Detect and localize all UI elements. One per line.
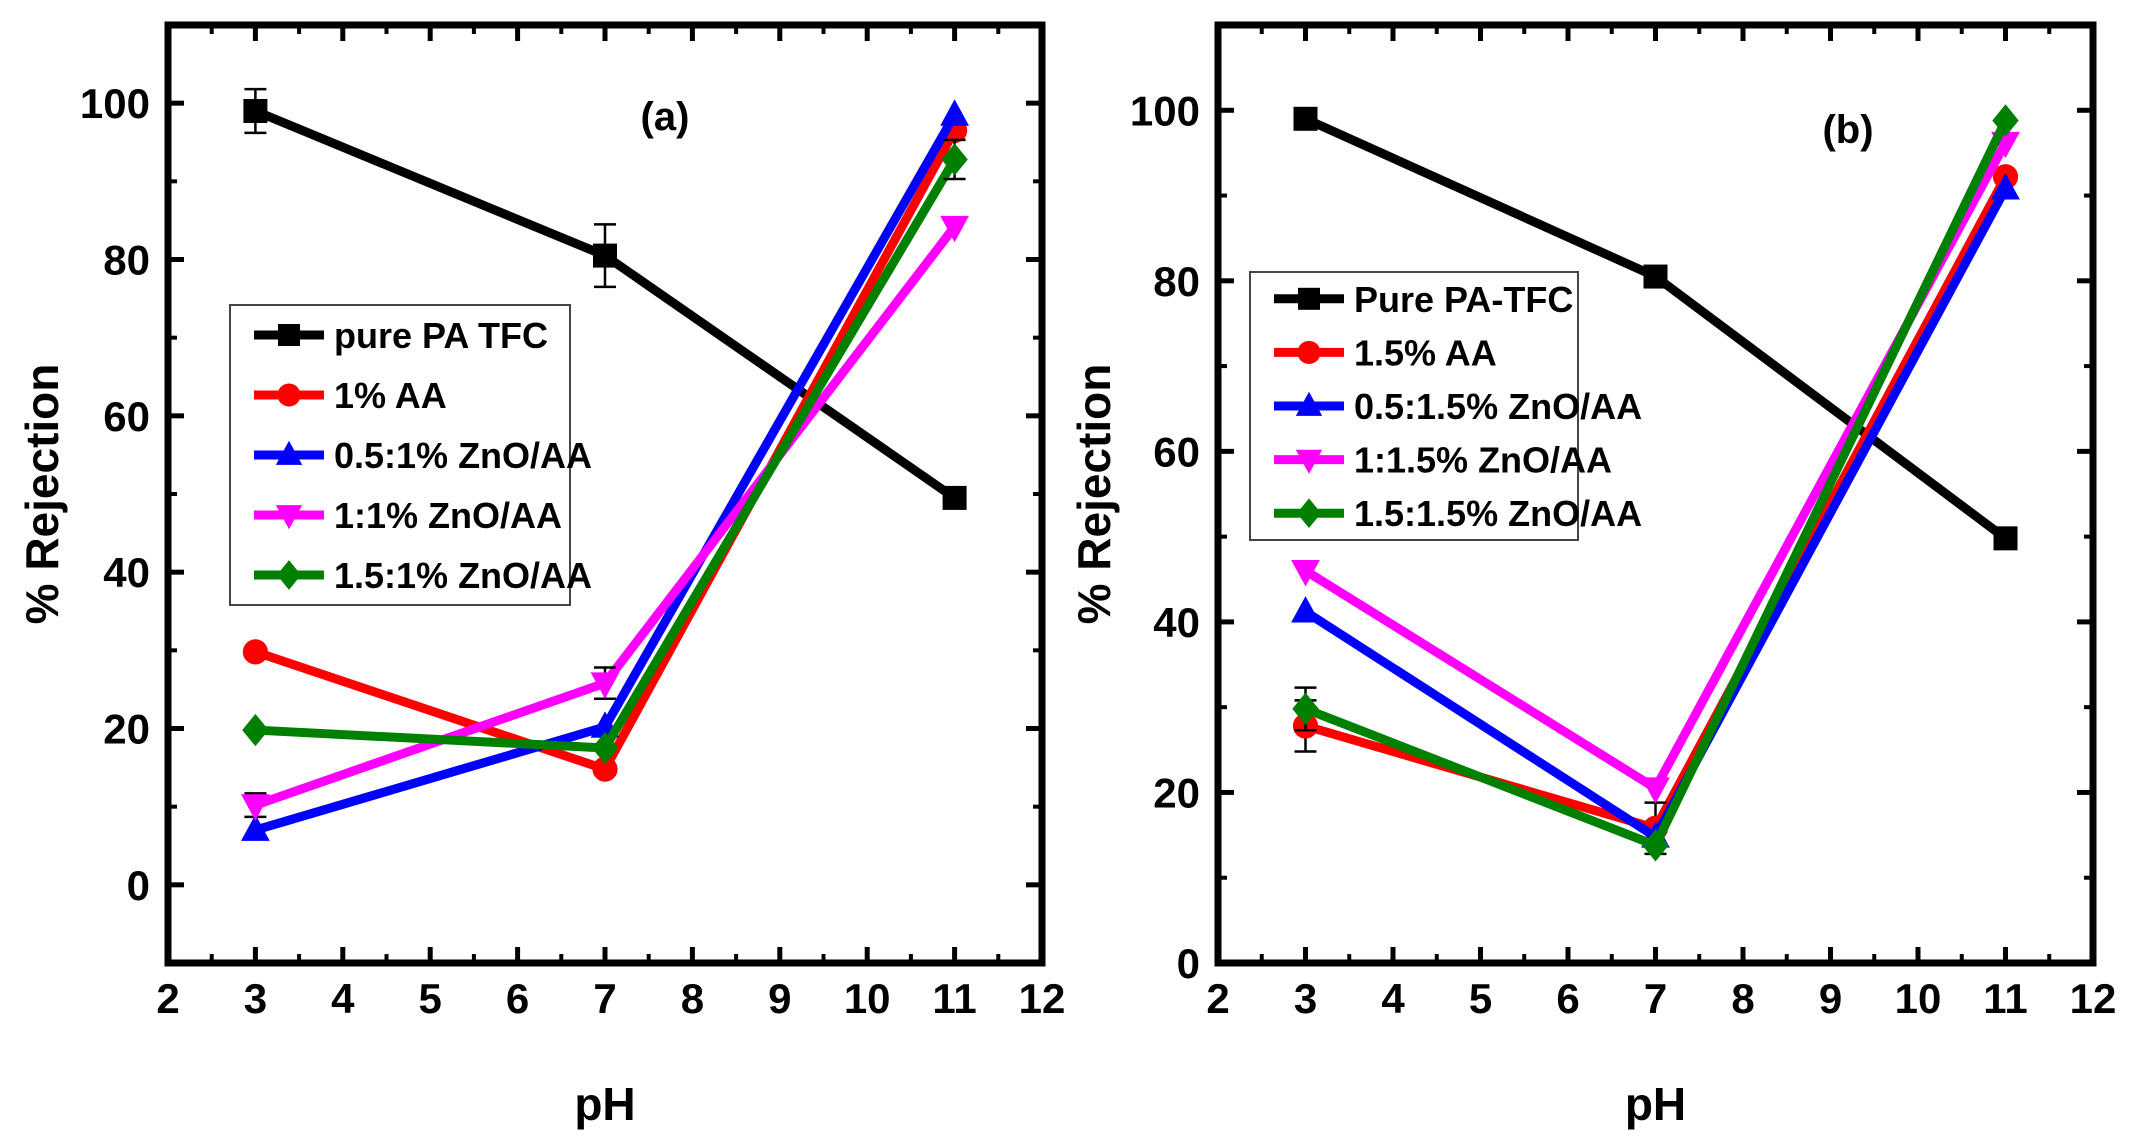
y-tick-label: 100 — [80, 80, 150, 127]
panel-label: (a) — [641, 95, 690, 139]
legend-label: 1.5:1.5% ZnO/AA — [1354, 493, 1642, 534]
legend-swatch-marker — [277, 383, 301, 407]
x-tick-label: 4 — [1381, 975, 1405, 1022]
data-point — [1641, 777, 1670, 804]
x-tick-label: 3 — [1294, 975, 1317, 1022]
series-0 — [1293, 106, 2018, 551]
panel-label: (b) — [1822, 108, 1873, 152]
legend-label: 1% AA — [334, 375, 447, 416]
x-tick-label: 7 — [593, 975, 616, 1022]
x-tick-label: 12 — [2070, 975, 2117, 1022]
x-axis-title: pH — [574, 1078, 635, 1130]
legend-swatch-marker — [275, 440, 303, 465]
x-tick-label: 7 — [1644, 975, 1667, 1022]
x-tick-label: 2 — [1206, 975, 1229, 1022]
data-point — [942, 485, 967, 510]
data-point — [1293, 106, 1318, 131]
data-point — [242, 713, 269, 747]
y-tick-label: 60 — [103, 393, 150, 440]
legend-label: 1.5% AA — [1354, 332, 1497, 373]
x-tick-label: 4 — [331, 975, 355, 1022]
y-tick-label: 20 — [103, 706, 150, 753]
panel-b: 2 3 4 5 6 7 8 9 10 11 12 0 20 40 60 80 100 pH % Rejection (… — [1068, 21, 2117, 1130]
data-point — [1992, 104, 2019, 137]
x-tick-label: 5 — [1469, 975, 1492, 1022]
series-4 — [242, 138, 968, 765]
x-tick-label: 11 — [932, 975, 976, 1022]
x-tick-label: 12 — [1019, 975, 1066, 1022]
legend-label: pure PA TFC — [334, 315, 548, 356]
legend-swatch-marker — [275, 505, 303, 530]
x-tick-label: 9 — [768, 975, 791, 1022]
legend-swatch-marker — [276, 560, 302, 590]
legend-label: 0.5:1.5% ZnO/AA — [1354, 386, 1642, 427]
data-point — [941, 143, 968, 176]
data-point — [1643, 264, 1668, 289]
series-3 — [241, 215, 969, 821]
y-tick-label: 40 — [1153, 599, 1200, 646]
legend-swatch-marker — [1297, 340, 1321, 364]
legend-label: 1.5:1% ZnO/AA — [334, 555, 592, 596]
data-point — [243, 98, 268, 123]
x-tick-label: 10 — [1895, 975, 1942, 1022]
data-point — [592, 756, 618, 782]
series-4 — [1292, 104, 2019, 862]
legend-label: 1:1% ZnO/AA — [334, 495, 562, 536]
legend: pure PA TFC 1% AA 0.5:1% ZnO/AA 1:1% ZnO/AA… — [229, 304, 592, 606]
y-tick-label: 20 — [1153, 769, 1200, 816]
x-axis-title: pH — [1625, 1078, 1686, 1130]
x-tick-label: 11 — [1983, 975, 2027, 1022]
data-point — [1991, 173, 2020, 200]
y-tick-label: 60 — [1153, 428, 1200, 475]
x-tick-label: 9 — [1819, 975, 1842, 1022]
x-tick-label: 10 — [844, 975, 891, 1022]
data-point — [1291, 596, 1320, 623]
legend-swatch-marker — [1298, 287, 1320, 310]
y-tick-label: 100 — [1130, 87, 1200, 134]
x-tick-label: 8 — [681, 975, 704, 1022]
x-tick-label: 3 — [244, 975, 267, 1022]
y-axis-title: % Rejection — [1068, 364, 1120, 625]
data-point — [590, 672, 620, 699]
panel-a: 2 3 4 5 6 7 8 9 10 11 12 0 20 40 60 80 100 pH % Rejection (… — [16, 21, 1066, 1130]
legend-swatch-marker — [278, 324, 300, 346]
legend-swatch-marker — [1295, 391, 1323, 416]
data-point — [242, 639, 268, 665]
data-point — [940, 215, 969, 243]
series-2 — [241, 99, 969, 841]
y-tick-label: 80 — [1153, 258, 1200, 305]
data-point — [940, 99, 969, 126]
series-0 — [243, 87, 967, 510]
data-point — [593, 243, 617, 268]
x-tick-label: 6 — [506, 975, 529, 1022]
y-tick-label: 0 — [1177, 940, 1200, 987]
y-tick-label: 80 — [103, 237, 150, 284]
x-tick-label: 2 — [156, 975, 179, 1022]
y-tick-label: 0 — [127, 862, 150, 909]
x-tick-label: 6 — [1556, 975, 1579, 1022]
x-tick-label: 5 — [419, 975, 442, 1022]
x-tick-label: 8 — [1731, 975, 1754, 1022]
data-point — [1642, 829, 1669, 862]
legend-label: 1:1.5% ZnO/AA — [1354, 440, 1612, 481]
legend-label: Pure PA-TFC — [1354, 279, 1573, 320]
legend-label: 0.5:1% ZnO/AA — [334, 435, 592, 476]
y-axis-title: % Rejection — [16, 364, 68, 625]
data-point — [1993, 526, 2018, 551]
legend-swatch-marker — [1295, 449, 1323, 474]
data-point — [241, 794, 270, 821]
data-point — [1292, 692, 1319, 726]
legend: Pure PA-TFC 1.5% AA 0.5:1.5% ZnO/AA 1:1.5% … — [1249, 271, 1642, 541]
y-tick-label: 40 — [103, 549, 150, 596]
data-point — [241, 814, 270, 841]
legend-swatch-marker — [1296, 498, 1322, 529]
data-point — [591, 731, 619, 765]
data-point — [1291, 559, 1320, 587]
